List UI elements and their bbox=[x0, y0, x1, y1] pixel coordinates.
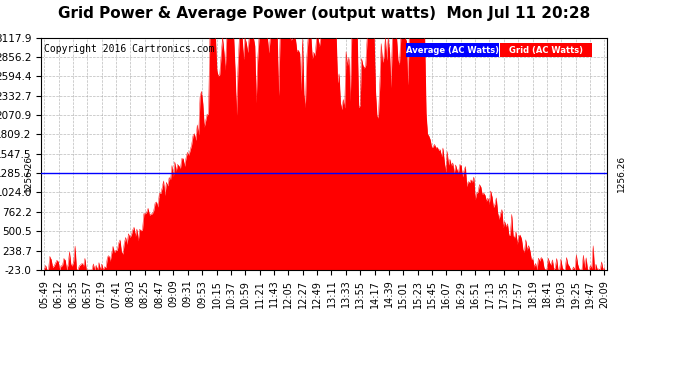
Text: 1256.26: 1256.26 bbox=[24, 154, 33, 192]
FancyBboxPatch shape bbox=[406, 43, 499, 57]
Text: Copyright 2016 Cartronics.com: Copyright 2016 Cartronics.com bbox=[44, 45, 215, 54]
FancyBboxPatch shape bbox=[500, 43, 592, 57]
Text: Average (AC Watts): Average (AC Watts) bbox=[406, 45, 499, 54]
Text: 1256.26: 1256.26 bbox=[617, 154, 626, 192]
Text: Grid (AC Watts): Grid (AC Watts) bbox=[509, 45, 583, 54]
Text: Grid Power & Average Power (output watts)  Mon Jul 11 20:28: Grid Power & Average Power (output watts… bbox=[58, 6, 591, 21]
